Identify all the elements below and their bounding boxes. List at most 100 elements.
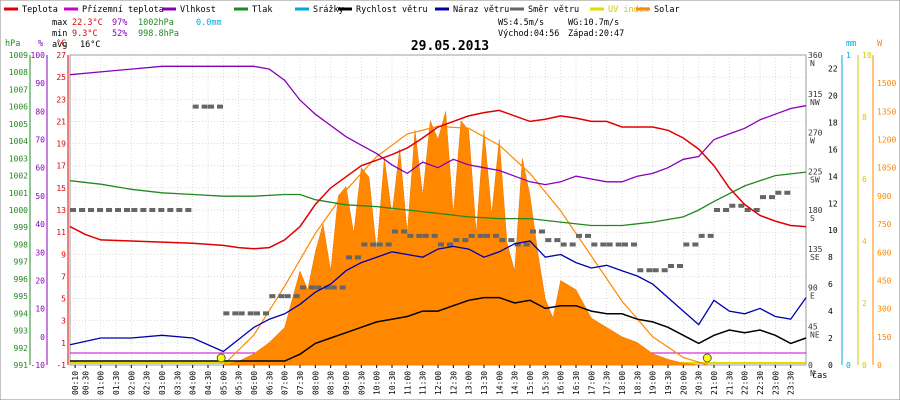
rain-axis-tick: 1: [846, 51, 851, 60]
legend-label: Solar: [654, 5, 680, 15]
x-axis-label: čas: [812, 370, 827, 381]
stats-rain: 0.0mm: [196, 18, 222, 28]
x-tick-label: 21:00: [710, 371, 719, 395]
wind-axis-tick: 6: [828, 280, 833, 289]
humidity-axis-tick: 40: [35, 220, 45, 229]
humidity-axis-tick: 60: [35, 164, 45, 173]
x-tick-label: 03:00: [158, 371, 167, 395]
wind-axis-tick: 20: [828, 91, 838, 100]
direction-axis-tick: 45: [808, 322, 818, 331]
x-tick-label: 04:00: [189, 371, 198, 395]
pressure-axis-tick: 1002: [9, 172, 28, 181]
direction-axis-label: N: [810, 369, 815, 378]
x-tick-label: 09:00: [342, 371, 351, 395]
humidity-axis-tick: 50: [35, 192, 45, 201]
direction-axis-tick: 135: [808, 245, 823, 254]
x-tick-label: 00:10: [71, 371, 80, 395]
pressure-axis-tick: 1000: [9, 206, 28, 215]
humidity-axis-tick: 70: [35, 136, 45, 145]
temperature-axis-tick: 13: [56, 206, 66, 215]
solar-axis-tick: 1200: [877, 136, 896, 145]
axis-unit-headers: hPa % °C mm W: [5, 39, 883, 49]
temperature-line: [69, 109, 807, 250]
temperature-axis-tick: 1: [61, 339, 66, 348]
rain-unit: mm: [846, 39, 856, 49]
pressure-axis-tick: 1009: [9, 51, 28, 60]
temperature-axis-tick: 15: [56, 184, 66, 193]
pressure-axis-tick: 1004: [9, 137, 28, 146]
pressure-axis-tick: 1005: [9, 120, 28, 129]
x-tick-label: 11:00: [403, 371, 412, 395]
pressure-axis-tick: 997: [14, 258, 29, 267]
humidity-axis-tick: 20: [35, 276, 45, 285]
info-sunset: Západ:20:47: [568, 29, 624, 39]
solar-axis-tick: 900: [877, 192, 892, 201]
x-tick-label: 22:30: [756, 371, 765, 395]
uv-axis-tick: 8: [862, 113, 867, 122]
stats-min-label: min: [52, 29, 67, 39]
pressure-line: [69, 171, 807, 227]
pressure-axis-tick: 1007: [9, 85, 28, 94]
humidity-line: [69, 65, 807, 186]
info-sunrise: Východ:04:56: [498, 29, 559, 39]
temperature-axis-tick: 5: [61, 295, 66, 304]
humidity-axis-tick: 90: [35, 79, 45, 88]
stats-max-press: 1002hPa: [138, 18, 174, 28]
axes: 1009100810071006100510041003100210011000…: [9, 51, 897, 395]
temperature-axis-tick: 19: [56, 140, 66, 149]
legend-label: Vlhkost: [180, 5, 216, 15]
wind-axis-tick: 10: [828, 226, 838, 235]
legend-label: Tlak: [252, 5, 272, 15]
sunset-marker: [702, 353, 712, 363]
wind-gust-line: [69, 240, 807, 353]
stats-max-temp: 22.3°C: [72, 18, 103, 28]
solar-max-line: [222, 125, 709, 366]
solar-axis-tick: 1350: [877, 107, 896, 116]
temperature-axis-tick: 11: [56, 228, 66, 237]
solar-axis-tick: 300: [877, 305, 892, 314]
solar-axis-tick: 450: [877, 276, 892, 285]
pressure-axis-tick: 1003: [9, 154, 28, 163]
direction-axis-label: S: [810, 214, 815, 223]
humidity-axis-tick: 100: [31, 51, 46, 60]
x-tick-label: 17:30: [603, 371, 612, 395]
legend-label: Srážky: [313, 5, 344, 15]
x-tick-label: 15:00: [526, 371, 535, 395]
x-tick-label: 06:30: [265, 371, 274, 395]
pressure-axis-tick: 996: [14, 275, 29, 284]
x-tick-label: 14:30: [511, 371, 520, 395]
pressure-axis-tick: 998: [14, 240, 29, 249]
x-tick-label: 19:30: [664, 371, 673, 395]
stats-min-hum: 52%: [112, 29, 127, 39]
temperature-axis-tick: 7: [61, 272, 66, 281]
direction-axis-label: NE: [810, 330, 820, 339]
x-tick-label: 07:30: [296, 371, 305, 395]
x-tick-label: 00:30: [81, 371, 90, 395]
wind-axis-tick: 16: [828, 145, 838, 154]
x-tick-label: 06:00: [250, 371, 259, 395]
stats-min-temp: 9.3°C: [72, 29, 98, 39]
pressure-axis-tick: 999: [14, 223, 29, 232]
chart-title: 29.05.2013: [411, 39, 489, 54]
stats-max-hum: 97%: [112, 18, 127, 28]
direction-axis-label: N: [810, 59, 815, 68]
x-tick-label: 02:30: [143, 371, 152, 395]
temperature-axis-tick: 9: [61, 250, 66, 259]
direction-axis-label: SE: [810, 253, 820, 262]
x-tick-label: 21:30: [725, 371, 734, 395]
x-tick-label: 20:30: [695, 371, 704, 395]
x-tick-label: 12:00: [434, 371, 443, 395]
humidity-axis-tick: -10: [31, 361, 46, 370]
wind-axis-tick: 18: [828, 118, 838, 127]
x-tick-label: 10:30: [388, 371, 397, 395]
pressure-axis-tick: 991: [14, 361, 29, 370]
stats-block: max 22.3°C 97% 1002hPa 0.0mm min 9.3°C 5…: [52, 18, 222, 50]
wind-axis-tick: 14: [828, 172, 838, 181]
temperature-axis-tick: 25: [56, 73, 66, 82]
uv-axis-tick: 6: [862, 175, 867, 184]
temperature-axis-tick: 23: [56, 95, 66, 104]
pressure-unit: hPa: [5, 39, 20, 49]
rain-axis-tick: 0: [846, 361, 851, 370]
